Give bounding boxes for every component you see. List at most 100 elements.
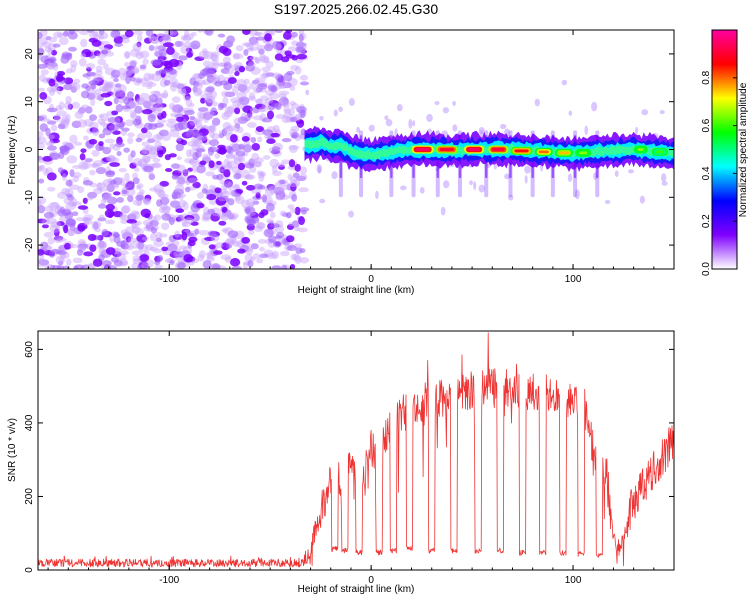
noise-cell (258, 172, 265, 182)
noise-cell (99, 121, 107, 127)
noise-cell (227, 146, 234, 155)
noise-cell (103, 44, 114, 50)
noise-cell (121, 37, 130, 44)
noise-cell (38, 218, 47, 224)
noise-cell (186, 120, 196, 130)
noise-cell (275, 113, 285, 120)
chart-title: S197.2025.266.02.45.G30 (274, 1, 438, 17)
noise-cell (231, 86, 239, 95)
noise-cell (69, 82, 81, 91)
noise-cell (574, 189, 580, 200)
noise-cell (504, 173, 511, 180)
noise-cell (266, 184, 276, 190)
noise-cell (38, 205, 46, 214)
noise-cell (131, 222, 137, 229)
noise-cell (206, 74, 215, 84)
noise-cell (45, 127, 51, 137)
noise-cell (174, 122, 184, 132)
noise-cell (255, 36, 266, 41)
noise-cell (61, 187, 71, 195)
noise-cell (275, 82, 283, 90)
noise-cell (150, 59, 162, 66)
noise-cell (133, 77, 143, 83)
noise-cell (198, 229, 210, 236)
noise-cell (54, 114, 61, 123)
noise-cell (120, 250, 129, 256)
noise-cell (561, 79, 568, 86)
noise-cell (242, 262, 248, 269)
noise-cell (208, 244, 216, 250)
noise-cell (165, 167, 173, 173)
noise-cell (248, 30, 258, 37)
noise-cell (206, 193, 217, 201)
noise-cell (185, 98, 193, 108)
noise-cell (192, 181, 201, 189)
noise-cell (233, 124, 240, 133)
noise-cell (227, 213, 235, 220)
noise-cell (112, 130, 121, 135)
noise-cell (92, 187, 103, 195)
noise-cell (194, 151, 202, 158)
noise-cell (247, 55, 254, 61)
noise-cell (275, 162, 286, 168)
noise-cell (41, 224, 49, 229)
noise-cell (222, 56, 231, 64)
noise-cell (208, 139, 220, 147)
noise-cell (164, 206, 172, 211)
noise-cell (299, 166, 308, 175)
noise-cell (231, 192, 241, 198)
noise-cell (94, 88, 102, 95)
noise-cell (255, 58, 261, 64)
noise-cell (174, 41, 182, 47)
noise-cell (426, 113, 433, 122)
noise-cell (98, 240, 105, 248)
noise-cell (177, 176, 185, 185)
noise-cell (148, 187, 158, 192)
noise-cell (87, 191, 98, 199)
noise-cell (143, 72, 152, 82)
noise-cell (285, 212, 292, 219)
noise-cell (169, 128, 180, 138)
noise-cell (176, 156, 182, 161)
noise-cell (80, 90, 90, 99)
noise-cell (65, 218, 76, 226)
noise-cell (125, 226, 135, 235)
noise-cell (121, 205, 131, 214)
noise-cell (116, 253, 127, 261)
noise-cell (287, 204, 295, 210)
noise-cell (252, 85, 262, 94)
noise-cell (296, 53, 308, 60)
noise-cell (109, 157, 120, 163)
noise-cell (249, 46, 260, 51)
noise-cell (82, 216, 92, 222)
noise-cell (85, 106, 93, 114)
noise-cell (584, 125, 588, 135)
noise-cell (265, 202, 275, 212)
noise-cell (75, 217, 87, 222)
noise-cell (102, 157, 112, 163)
noise-cell (141, 141, 150, 147)
noise-cell (151, 104, 158, 113)
noise-cell (104, 138, 115, 144)
noise-cell (255, 192, 261, 199)
noise-cell (47, 47, 53, 55)
noise-cell (132, 42, 142, 52)
noise-cell (290, 253, 297, 261)
noise-cell (93, 74, 104, 82)
noise-cell (264, 134, 270, 139)
noise-cell (171, 239, 180, 248)
noise-cell (134, 227, 144, 236)
noise-cell (238, 65, 246, 73)
noise-cell (102, 178, 113, 188)
noise-cell (218, 45, 229, 54)
noise-cell (177, 214, 184, 222)
noise-cell (38, 166, 43, 172)
noise-cell (243, 49, 249, 56)
noise-cell (47, 264, 54, 269)
noise-cell (282, 97, 289, 105)
noise-cell (42, 77, 51, 84)
noise-cell (137, 158, 149, 168)
noise-cell (221, 112, 230, 121)
noise-cell (48, 78, 56, 87)
noise-cell (172, 202, 180, 210)
